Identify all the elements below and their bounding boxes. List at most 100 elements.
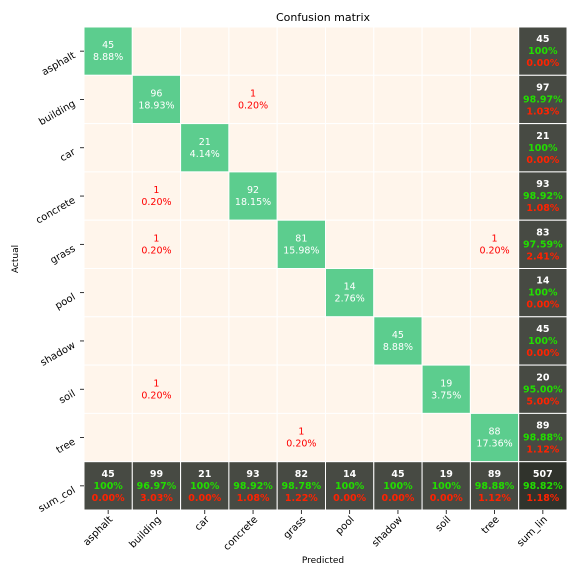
matrix-cell — [325, 123, 375, 173]
row-total-count: 93 — [536, 179, 549, 190]
cell-count: 45 — [392, 330, 404, 341]
row-total-correct: 98.97% — [523, 94, 563, 105]
row-total-count: 21 — [536, 131, 549, 142]
col-total-error: 0.00% — [92, 493, 125, 504]
matrix-cell — [228, 316, 278, 366]
cell-count: 1 — [153, 233, 159, 244]
row-total-correct: 100% — [528, 46, 558, 57]
matrix-cell — [373, 123, 423, 173]
matrix-cell — [421, 171, 471, 221]
y-tick-label: tree — [55, 437, 78, 457]
row-total-correct: 95.00% — [523, 384, 563, 395]
col-total-correct: 100% — [383, 481, 413, 492]
cell-count: 1 — [153, 378, 159, 389]
matrix-cell — [131, 74, 182, 125]
matrix-cell — [518, 412, 568, 463]
matrix-cell — [421, 268, 471, 318]
x-tick-label: soil — [434, 514, 454, 534]
matrix-cell — [180, 123, 230, 173]
grand-total-correct: 98.82% — [523, 481, 563, 492]
matrix-cell — [131, 364, 182, 414]
cell-count: 19 — [440, 378, 452, 389]
matrix-cell — [373, 461, 423, 511]
matrix-cell — [421, 26, 471, 76]
y-axis-label: Actual — [11, 245, 21, 273]
row-total-correct: 100% — [528, 288, 558, 299]
cell-count: 14 — [344, 282, 356, 293]
col-total-count: 45 — [102, 469, 115, 480]
matrix-cell — [469, 123, 520, 173]
matrix-cell — [325, 171, 375, 221]
y-tick-label: shadow — [39, 340, 78, 369]
y-tick-label: concrete — [34, 195, 77, 226]
y-tick-label: car — [58, 146, 78, 164]
row-total-error: 1.08% — [526, 203, 559, 214]
matrix-cell — [228, 26, 278, 76]
matrix-labels: 458.88%45100%0.00%9618.93%10.20%9798.97%… — [92, 34, 563, 504]
matrix-cell — [518, 219, 568, 269]
matrix-cell — [421, 123, 471, 173]
matrix-cell — [83, 316, 133, 366]
x-tick-label: asphalt — [81, 514, 115, 548]
cell-percent: 8.88% — [383, 342, 413, 353]
row-total-count: 45 — [536, 324, 549, 335]
row-total-count: 83 — [536, 227, 549, 238]
col-total-correct: 96.97% — [137, 481, 177, 492]
col-total-correct: 98.92% — [233, 481, 273, 492]
col-total-count: 21 — [198, 469, 211, 480]
matrix-cell — [228, 412, 278, 463]
cell-count: 1 — [298, 427, 304, 438]
row-total-correct: 98.92% — [523, 191, 563, 202]
col-total-count: 93 — [246, 469, 259, 480]
matrix-cell — [469, 268, 520, 318]
matrix-cell — [180, 412, 230, 463]
matrix-cell — [325, 219, 375, 269]
matrix-cells — [83, 26, 568, 511]
matrix-cell — [276, 364, 327, 414]
row-total-correct: 98.88% — [523, 433, 563, 444]
y-tick-label: sum_col — [37, 485, 78, 515]
matrix-cell — [373, 412, 423, 463]
matrix-cell — [180, 268, 230, 318]
row-total-error: 0.00% — [526, 300, 559, 311]
row-total-correct: 97.59% — [523, 239, 563, 250]
matrix-cell — [131, 268, 182, 318]
row-total-error: 0.00% — [526, 155, 559, 166]
cell-count: 81 — [295, 233, 307, 244]
col-total-count: 14 — [343, 469, 357, 480]
col-total-error: 0.00% — [381, 493, 414, 504]
matrix-cell — [421, 316, 471, 366]
matrix-cell — [373, 74, 423, 125]
x-tick-label: sum_lin — [515, 514, 550, 549]
grand-total-error: 1.18% — [526, 493, 559, 504]
matrix-cell — [469, 74, 520, 125]
matrix-cell — [276, 123, 327, 173]
row-total-error: 0.00% — [526, 348, 559, 359]
cell-count: 1 — [250, 88, 256, 99]
matrix-cell — [83, 268, 133, 318]
x-tick-label: car — [193, 514, 213, 534]
col-total-correct: 98.78% — [282, 481, 322, 492]
matrix-cell — [469, 26, 520, 76]
matrix-cell — [228, 219, 278, 269]
y-tick-label: grass — [49, 243, 78, 266]
col-total-count: 99 — [150, 469, 163, 480]
cell-count: 88 — [489, 427, 501, 438]
cell-percent: 4.14% — [190, 149, 220, 160]
matrix-cell — [276, 316, 327, 366]
matrix-cell — [518, 268, 568, 318]
matrix-cell — [83, 74, 133, 125]
matrix-cell — [276, 171, 327, 221]
row-total-count: 20 — [536, 372, 550, 383]
col-total-error: 1.22% — [285, 493, 318, 504]
y-tick-label: pool — [53, 292, 77, 312]
matrix-cell — [131, 316, 182, 366]
matrix-cell — [180, 316, 230, 366]
matrix-cell — [228, 364, 278, 414]
matrix-cell — [83, 364, 133, 414]
x-tick-label: pool — [334, 514, 357, 537]
row-total-count: 14 — [536, 276, 550, 287]
row-total-count: 97 — [536, 82, 549, 93]
col-total-count: 82 — [295, 469, 308, 480]
row-total-error: 1.03% — [526, 106, 559, 117]
